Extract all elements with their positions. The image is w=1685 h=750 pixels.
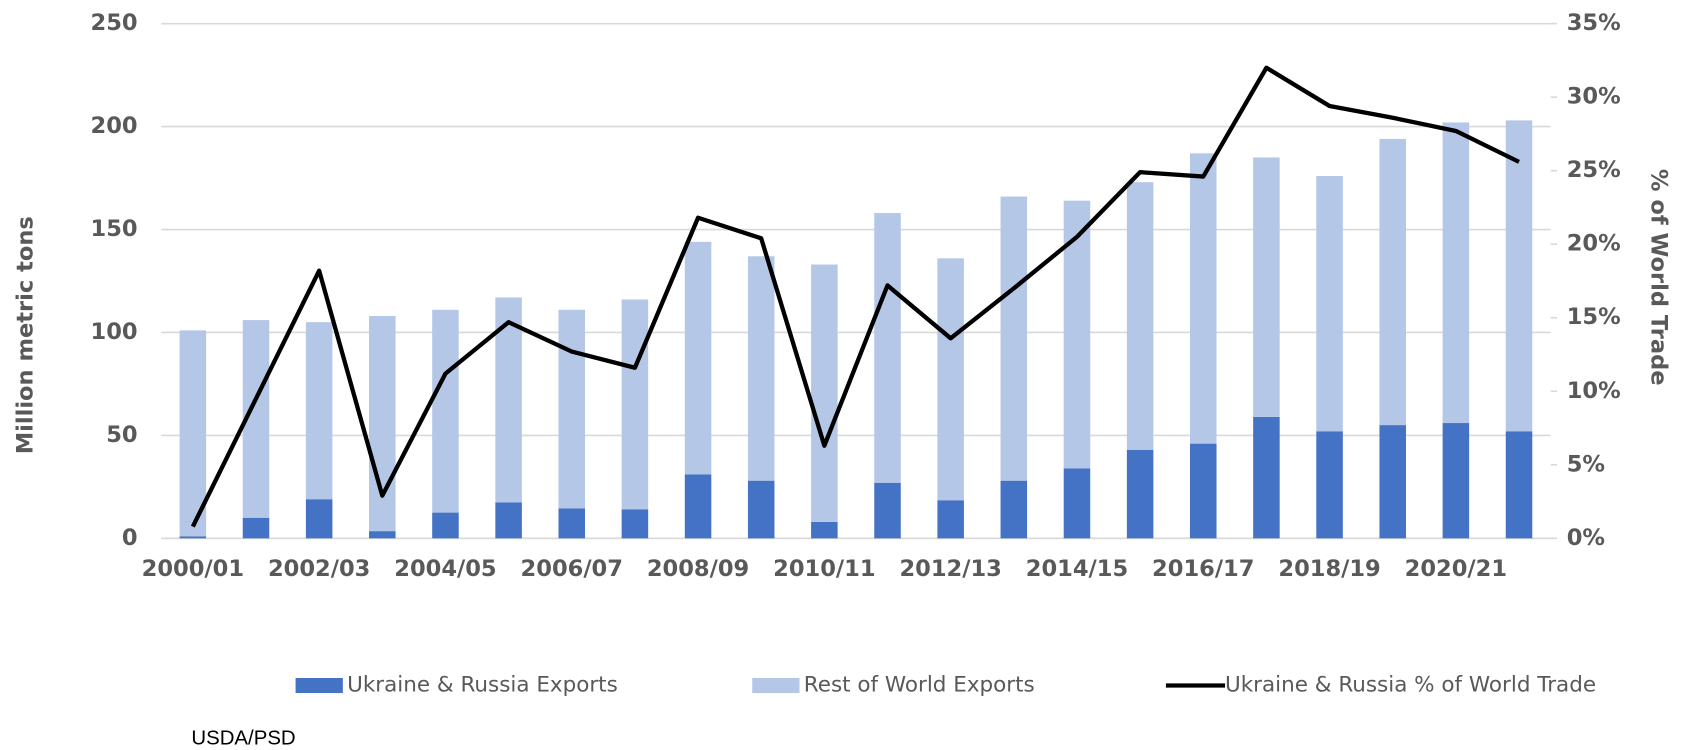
- y-tick-label: 100: [91, 319, 138, 345]
- bar: [1000, 196, 1028, 481]
- bar: [1190, 153, 1217, 444]
- y2-tick-label: 0%: [1567, 525, 1605, 551]
- bar: [558, 309, 586, 509]
- bar: [811, 521, 838, 539]
- bar: [684, 241, 712, 475]
- x-tick-label: 2002/03: [268, 556, 370, 582]
- bar: [621, 299, 649, 510]
- y2-tick-label: 30%: [1567, 84, 1621, 110]
- bar: [179, 536, 207, 539]
- legend-label: Ukraine & Russia Exports: [347, 673, 618, 698]
- x-tick-label: 2016/17: [1152, 556, 1254, 582]
- x-tick-label: 2000/01: [142, 556, 244, 582]
- bar: [1442, 122, 1470, 424]
- x-tick-label: 2010/11: [773, 556, 875, 582]
- bar: [305, 322, 333, 500]
- bar: [179, 330, 207, 537]
- bar: [747, 256, 775, 481]
- source: USDA/PSD: [191, 728, 295, 750]
- x-tick-label: 2014/15: [1026, 556, 1128, 582]
- y-axis-label: Million metric tons: [12, 216, 38, 454]
- x-tick-label: 2020/21: [1405, 556, 1507, 582]
- bar: [558, 508, 586, 539]
- bar: [242, 517, 270, 539]
- line: [190, 65, 1520, 528]
- bar: [1379, 138, 1406, 426]
- bar: [1253, 157, 1280, 417]
- bar: [1442, 423, 1470, 539]
- legend-label: Rest of World Exports: [804, 673, 1035, 698]
- bar: [874, 213, 901, 483]
- bar: [1316, 175, 1343, 432]
- bar: [621, 509, 649, 539]
- bar: [1063, 468, 1091, 539]
- x-tick-label: 2004/05: [394, 556, 496, 582]
- x-tick-label: 2012/13: [899, 556, 1001, 582]
- bar: [1379, 425, 1406, 539]
- bar: [432, 309, 459, 513]
- bar: [874, 482, 901, 539]
- bar: [1253, 416, 1280, 539]
- x-tick-label: 2018/19: [1278, 556, 1380, 582]
- y2-tick-label: 20%: [1567, 231, 1621, 257]
- bar: [1190, 443, 1217, 539]
- bar: [305, 499, 333, 539]
- y-tick-label: 0: [122, 525, 138, 551]
- bar: [1505, 120, 1533, 432]
- bar: [1505, 431, 1533, 539]
- y-tick-label: 250: [91, 10, 138, 36]
- bar: [1316, 431, 1343, 539]
- y2-tick-label: 35%: [1567, 10, 1621, 36]
- bar: [1063, 200, 1091, 469]
- y-tick-label: 150: [91, 216, 138, 242]
- bar: [432, 512, 459, 539]
- bar: [369, 531, 396, 539]
- y-tick-label: 50: [106, 422, 137, 448]
- y2-tick-label: 5%: [1567, 451, 1605, 477]
- bar: [1126, 182, 1154, 450]
- y2-tick-label: 15%: [1567, 304, 1621, 330]
- x-tick-label: 2008/09: [647, 556, 749, 582]
- bar: [1000, 480, 1028, 539]
- bar: [1126, 449, 1154, 539]
- bar: [369, 315, 396, 532]
- legend-swatch: [752, 678, 800, 694]
- bar: [937, 258, 964, 501]
- bar: [937, 500, 964, 539]
- y2-axis-label: % of World Trade: [1646, 169, 1672, 386]
- bar: [747, 480, 775, 539]
- x-tick-label: 2006/07: [521, 556, 623, 582]
- bar: [495, 502, 522, 539]
- y2-tick-label: 10%: [1567, 378, 1621, 404]
- bar: [811, 264, 838, 522]
- bar: [684, 474, 712, 539]
- legend-swatch: [295, 678, 343, 694]
- y-tick-label: 200: [91, 113, 138, 139]
- y2-tick-label: 25%: [1567, 157, 1621, 183]
- legend-label: Ukraine & Russia % of World Trade: [1225, 673, 1596, 698]
